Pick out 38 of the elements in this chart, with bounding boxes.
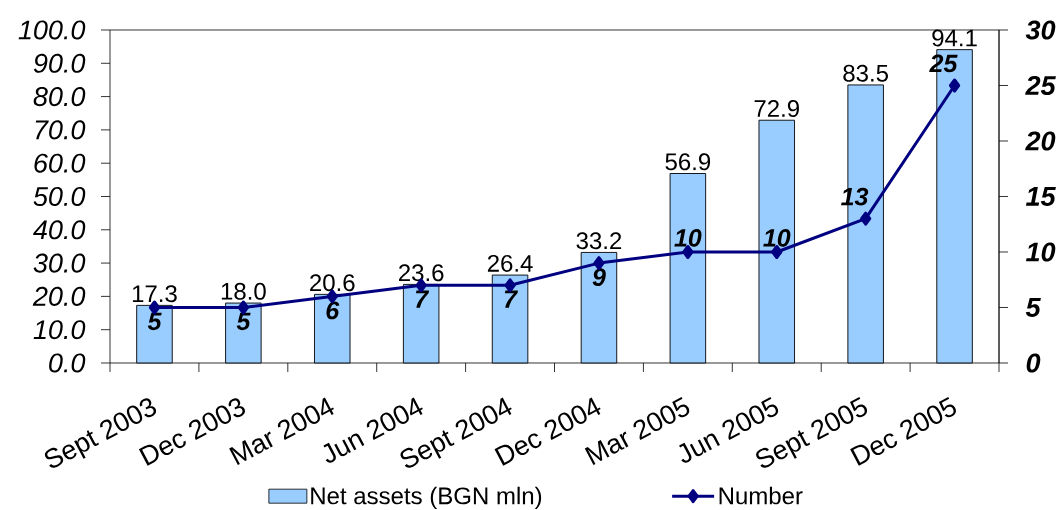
y2-tick-label: 10 [1025, 242, 1056, 262]
point [860, 211, 872, 226]
y-tick-label: 30.0 [33, 253, 86, 273]
y-tick-label: 80.0 [33, 87, 86, 107]
data-label: 23.6 [399, 264, 444, 282]
data-label: 20.6 [310, 274, 355, 292]
data-label: 6 [326, 301, 340, 320]
legend-label: Number [719, 486, 803, 505]
data-label: 17.3 [132, 285, 177, 303]
y2-tick-label: 30 [1025, 20, 1056, 40]
data-label: 9 [592, 268, 606, 286]
data-label: 33.2 [576, 232, 622, 250]
y-tick-label: 0.0 [49, 353, 86, 373]
y2-tick-label: 25 [1025, 75, 1056, 96]
data-label: 5 [147, 312, 162, 331]
data-label: 83.5 [843, 64, 889, 82]
data-label: 94.1 [932, 29, 977, 47]
y2-tick-label: 5 [1025, 298, 1041, 317]
data-label: 18.0 [221, 282, 266, 300]
y-tick-label: 40.0 [33, 220, 86, 240]
y-tick-label: 60.0 [34, 153, 86, 173]
y-tick-label: 90.0 [33, 53, 86, 73]
y-tick-label: 70.0 [35, 120, 86, 140]
legend-label: Net assets (BGN mln) [311, 486, 542, 510]
y2-tick-label: 20 [1025, 131, 1056, 151]
data-label: 56.9 [665, 153, 711, 171]
data-label: 10 [763, 229, 791, 247]
data-label: 72.9 [754, 100, 799, 118]
y-tick-label: 50.0 [33, 186, 86, 207]
y2-tick-label: 15 [1025, 187, 1056, 206]
y-tick-label: 100.0 [18, 20, 86, 40]
data-label: 26.4 [487, 254, 533, 272]
y-tick-label: 20.0 [32, 286, 86, 306]
data-label: 10 [674, 229, 702, 247]
y-tick-label: 10.0 [33, 320, 86, 340]
data-label: 5 [236, 312, 251, 331]
point [948, 78, 961, 93]
y2-tick-label: 0 [1026, 353, 1041, 373]
